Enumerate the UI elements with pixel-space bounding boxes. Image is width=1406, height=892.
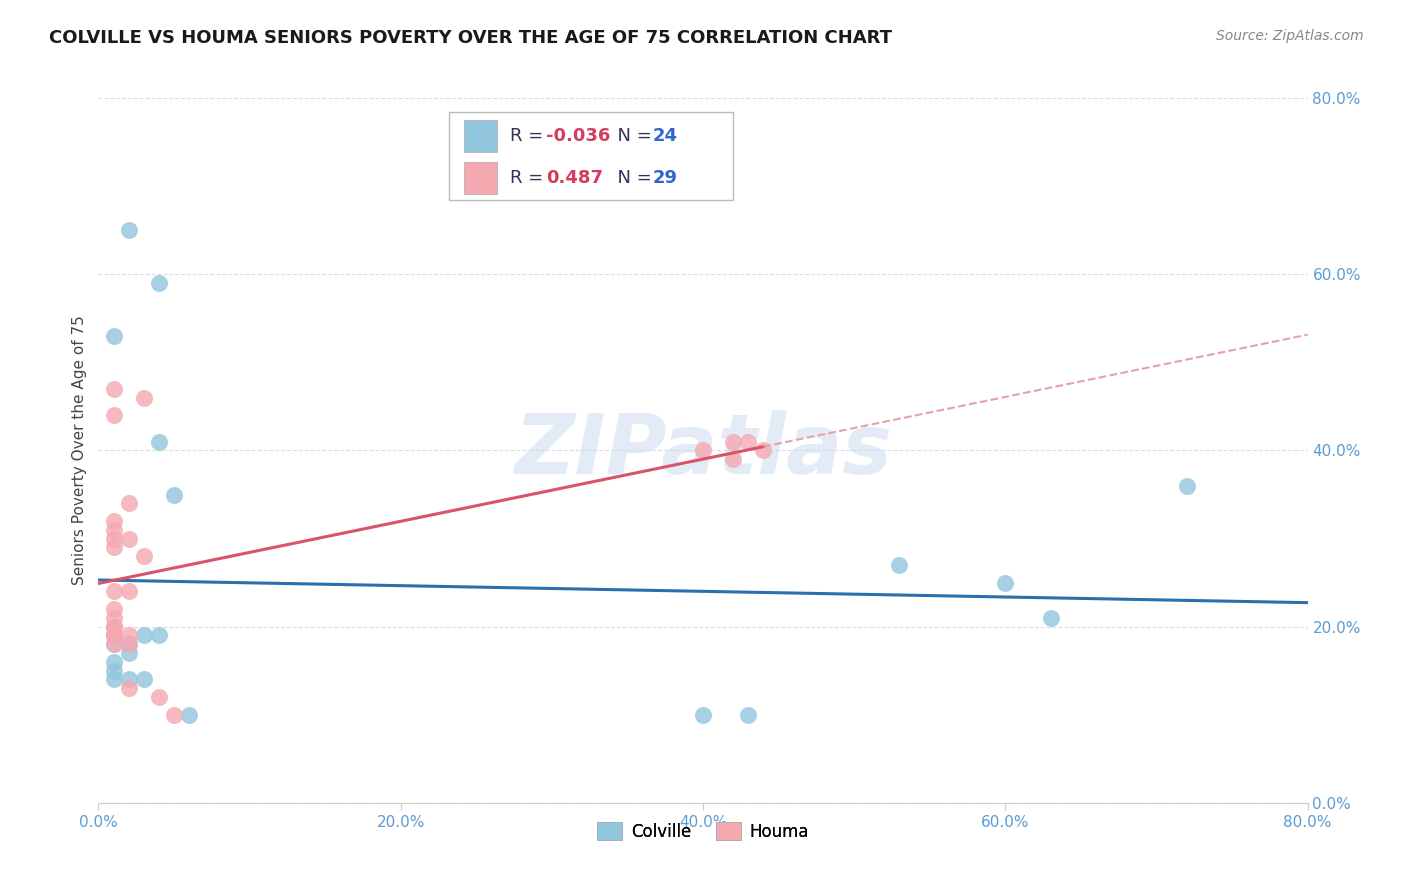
FancyBboxPatch shape [449,112,734,201]
Point [103,637,125,651]
Point [103,628,125,642]
Point [118,673,141,687]
Point [1175,478,1198,492]
Text: N =: N = [606,169,658,187]
Y-axis label: Seniors Poverty Over the Age of 75: Seniors Poverty Over the Age of 75 [72,316,87,585]
Point [103,628,125,642]
Point [752,443,775,458]
FancyBboxPatch shape [464,162,498,194]
Point [103,532,125,546]
Point [994,575,1017,590]
Point [737,707,759,722]
Point [103,584,125,599]
Point [103,329,125,343]
Point [103,514,125,528]
Legend: Colville, Houma: Colville, Houma [591,816,815,847]
Point [1039,611,1062,625]
Point [118,637,141,651]
Point [132,549,155,564]
Point [737,434,759,449]
Point [723,452,745,467]
Text: ZIPatlas: ZIPatlas [515,410,891,491]
Point [103,523,125,537]
Point [118,584,141,599]
Text: 24: 24 [652,127,678,145]
Point [103,664,125,678]
Point [103,673,125,687]
Point [118,628,141,642]
Text: R =: R = [509,127,548,145]
Point [118,646,141,660]
Point [148,628,170,642]
Point [163,707,186,722]
Text: COLVILLE VS HOUMA SENIORS POVERTY OVER THE AGE OF 75 CORRELATION CHART: COLVILLE VS HOUMA SENIORS POVERTY OVER T… [49,29,893,46]
Text: R =: R = [509,169,554,187]
Point [723,434,745,449]
Point [103,541,125,555]
Point [118,637,141,651]
Point [148,276,170,290]
Point [103,637,125,651]
Point [103,619,125,633]
Point [692,707,714,722]
Point [103,628,125,642]
Point [118,681,141,696]
Point [118,223,141,237]
Point [132,628,155,642]
Text: Source: ZipAtlas.com: Source: ZipAtlas.com [1216,29,1364,43]
Text: 0.487: 0.487 [546,169,603,187]
Point [103,619,125,633]
Point [692,443,714,458]
Point [103,382,125,396]
Point [103,611,125,625]
Point [103,619,125,633]
Point [132,391,155,405]
Text: -0.036: -0.036 [546,127,610,145]
Point [118,532,141,546]
Point [148,434,170,449]
Text: 29: 29 [652,169,678,187]
Point [148,690,170,705]
Point [179,707,201,722]
Point [103,408,125,422]
Point [103,602,125,616]
Point [163,487,186,501]
Point [889,558,911,572]
FancyBboxPatch shape [464,120,498,152]
Text: N =: N = [606,127,658,145]
Point [132,673,155,687]
Point [118,496,141,510]
Point [103,655,125,669]
